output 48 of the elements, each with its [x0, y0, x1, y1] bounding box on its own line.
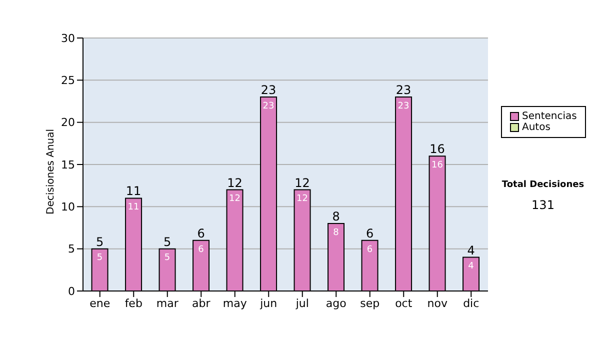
total-label: 12 [227, 176, 242, 190]
total-label: 6 [366, 226, 374, 240]
legend-label: Autos [522, 122, 550, 133]
total-label: 8 [332, 210, 340, 224]
x-tick-label: dic [463, 296, 480, 310]
data-label: 12 [296, 194, 308, 204]
y-tick-label: 20 [61, 116, 75, 130]
x-tick-label: jul [294, 296, 309, 310]
x-tick-label: sep [360, 296, 380, 310]
x-tick-label: jun [259, 296, 278, 310]
text: 131 [530, 198, 556, 212]
x-tick-label: abr [192, 296, 211, 310]
x-tick-label: oct [395, 296, 413, 310]
total-label: 23 [260, 83, 276, 98]
total-label: 11 [126, 184, 142, 198]
data-label: 11 [128, 202, 140, 213]
data-label: 8 [333, 228, 340, 238]
total-label: 4 [467, 243, 475, 258]
x-tick-label: may [222, 296, 248, 310]
data-label: 12 [229, 194, 240, 204]
data-label: 6 [366, 244, 373, 255]
x-tick-label: nov [427, 296, 448, 310]
y-tick-label: 5 [68, 242, 75, 256]
x-tick-label: ago [326, 296, 347, 310]
y-tick-label: 30 [61, 32, 75, 45]
y-tick-label: 10 [61, 200, 75, 214]
data-label: 23 [262, 101, 274, 112]
total-label: 23 [396, 83, 412, 98]
x-tick-label: feb [124, 296, 142, 310]
text: Total Decisiones [500, 180, 586, 190]
data-label: 5 [164, 253, 170, 264]
data-label: 5 [96, 253, 103, 264]
total-label: 16 [430, 142, 445, 156]
x-tick-label: mar [156, 296, 179, 310]
data-label: 16 [432, 160, 444, 170]
y-tick-label: 25 [61, 74, 75, 88]
total-label: 6 [197, 226, 205, 240]
data-label: 23 [398, 101, 410, 112]
total-label: 12 [294, 176, 310, 190]
total-label: 5 [163, 234, 172, 249]
y-axis-title: Decisiones Anual [46, 128, 57, 214]
total-label: 5 [96, 234, 104, 249]
legend-label: Sentencias [522, 111, 577, 122]
y-tick-label: 15 [61, 158, 75, 172]
data-label: 4 [468, 262, 474, 272]
x-tick-label: ene [90, 296, 110, 310]
y-tick-label: 0 [68, 284, 75, 298]
data-label: 6 [198, 244, 204, 255]
